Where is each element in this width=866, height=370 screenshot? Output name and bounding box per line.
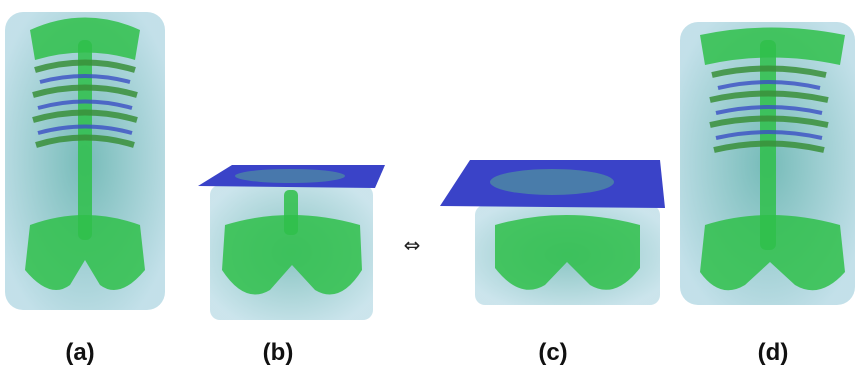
spine	[284, 190, 298, 235]
page: ⇔ (a) (b) (c) (d) (() => { const data = …	[0, 0, 866, 370]
render-d	[680, 22, 855, 305]
cross-section	[490, 169, 614, 195]
render-a	[5, 12, 165, 310]
render-b	[198, 165, 385, 320]
cross-section	[235, 169, 345, 183]
panel-label: (d)	[758, 339, 789, 366]
panel-label: (c)	[538, 339, 567, 366]
figure: ⇔ (a) (b) (c) (d)	[0, 0, 866, 370]
equivalence-symbol: ⇔	[404, 233, 421, 257]
render-c	[440, 160, 665, 305]
panel-label: (b)	[263, 339, 294, 366]
panel-label: (a)	[65, 339, 94, 366]
